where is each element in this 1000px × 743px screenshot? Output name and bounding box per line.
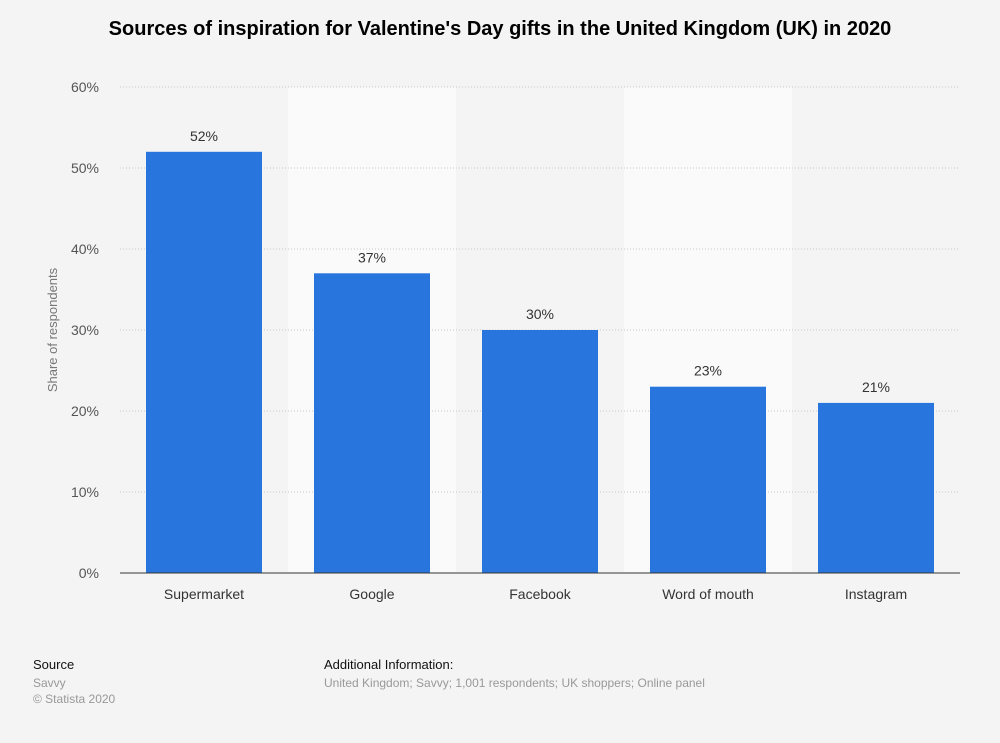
bar: [146, 151, 262, 574]
y-tick-label: 50%: [71, 160, 99, 176]
data-label: 21%: [862, 379, 890, 395]
copyright[interactable]: © Statista 2020: [33, 692, 116, 706]
data-label: 52%: [190, 128, 218, 144]
data-labels: 52% 37% 30% 23% 21%: [190, 128, 890, 395]
x-tick-label: Instagram: [845, 586, 907, 602]
chart-title: Sources of inspiration for Valentine's D…: [108, 18, 892, 40]
y-tick-label: 20%: [71, 403, 99, 419]
bar: [818, 402, 934, 573]
additional-info-block: Additional Information: United Kingdom; …: [324, 657, 705, 691]
bar: [650, 386, 766, 573]
y-tick-label: 40%: [71, 241, 99, 257]
y-tick-label: 60%: [71, 79, 99, 95]
source-block: Source Savvy © Statista 2020: [33, 657, 115, 707]
y-axis-ticks: 0% 10% 20% 30% 40% 50% 60%: [71, 79, 99, 581]
additional-info-heading: Additional Information:: [324, 657, 454, 672]
x-tick-label: Google: [349, 586, 394, 602]
bar: [482, 330, 598, 573]
x-tick-label: Word of mouth: [662, 586, 754, 602]
additional-info-text: United Kingdom; Savvy; 1,001 respondents…: [324, 676, 705, 690]
x-tick-label: Facebook: [509, 586, 571, 602]
data-label: 30%: [526, 306, 554, 322]
source-heading: Source: [33, 657, 75, 672]
y-tick-label: 30%: [71, 322, 99, 338]
y-axis-label: Share of respondents: [45, 267, 60, 392]
data-label: 23%: [694, 363, 722, 379]
bar: [314, 273, 430, 573]
data-label: 37%: [358, 249, 386, 265]
x-axis-ticks: Supermarket Google Facebook Word of mouth In…: [164, 586, 907, 602]
bars: [146, 151, 934, 574]
y-tick-label: 10%: [71, 484, 99, 500]
y-tick-label: 0%: [79, 565, 99, 581]
source-name[interactable]: Savvy: [33, 676, 66, 690]
x-tick-label: Supermarket: [164, 586, 244, 602]
bar-chart: 0% 10% 20% 30% 40% 50% 60% 52% 37% 30% 23% 21% Sup…: [45, 79, 960, 602]
